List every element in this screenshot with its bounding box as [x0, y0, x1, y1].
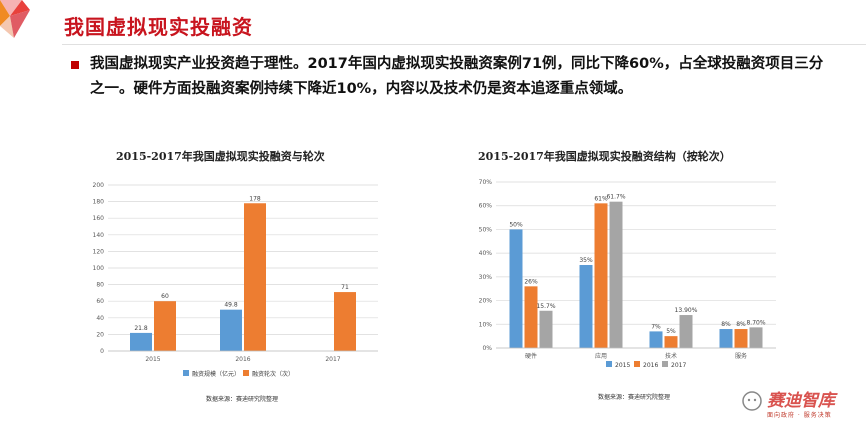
chart2-data-label: 7% [651, 323, 661, 330]
summary-bullet: 我国虚拟现实产业投资趋于理性。2017年国内虚拟现实投融资案例71例，同比下降6… [90, 56, 824, 97]
chart2-bar [609, 201, 623, 348]
chart2-bar [649, 331, 663, 348]
chart2-bar [749, 327, 763, 348]
chart2-data-label: 26% [524, 278, 538, 285]
chart2-bar [524, 286, 538, 348]
chart2-data-label: 61.7% [606, 194, 625, 201]
page-title: 我国虚拟现实投融资 [64, 15, 253, 39]
chart2-legend-label: 2017 [671, 362, 686, 369]
chart2-legend-swatch [634, 361, 640, 367]
chart2-legend-label: 2015 [615, 362, 630, 369]
chart2-xtick: 技术 [665, 352, 677, 360]
chart2-data-label: 13.90% [675, 307, 698, 314]
chart2-ytick: 30% [479, 274, 493, 281]
chart1-data-label: 49.8 [224, 302, 238, 309]
chart1-ytick: 0 [100, 348, 104, 355]
chart2-bar [594, 203, 608, 348]
chart2-plot: 0% 10% 20% 30% 40% 50% 60% 70% 硬件 50% 26% 15.7% 应用 35… [479, 179, 776, 369]
chart2-data-label: 8% [721, 321, 731, 328]
watermark-subtext: 面向政府 · 服务决策 [767, 412, 832, 419]
chart2-ytick: 70% [479, 179, 493, 186]
watermark-badge [742, 383, 866, 426]
chart2-ytick: 60% [479, 203, 493, 210]
chart1-ytick: 200 [93, 182, 105, 189]
chart2-ytick: 50% [479, 226, 493, 233]
chart1-ytick: 180 [93, 199, 105, 206]
chart2-data-label: 61% [594, 195, 608, 202]
chart2-data-label: 8% [736, 321, 746, 328]
chart1-ytick: 120 [93, 248, 105, 255]
chart2-bar [734, 329, 748, 348]
wechat-icon [742, 391, 762, 411]
chart1-ytick: 160 [93, 215, 105, 222]
chart1-title: 2015-2017年我国虚拟现实投融资与轮次 [116, 150, 325, 163]
chart1-data-label: 60 [161, 293, 169, 300]
chart1-bar [154, 301, 176, 351]
chart2-xtick: 服务 [735, 352, 747, 360]
chart1-bar [220, 309, 242, 351]
chart2-bar [719, 329, 733, 348]
chart1-bar [130, 332, 152, 351]
chart2-bar [509, 229, 523, 348]
chart1-xtick: 2016 [235, 356, 250, 363]
chart2-ytick: 20% [479, 298, 493, 305]
watermark-text: 赛迪智库 [767, 391, 835, 411]
chart2-data-label: 50% [509, 221, 523, 228]
chart1-plot: 0 20 40 60 80 100 120 140 160 180 200 2015 21.8 60 201… [93, 182, 378, 378]
chart2-legend-label: 2016 [643, 362, 658, 369]
chart2-bar [539, 310, 553, 348]
chart1-legend-swatch [243, 370, 249, 376]
chart1-data-label: 21.8 [134, 325, 148, 332]
chart1-ytick: 100 [93, 265, 105, 272]
chart2-source: 数据来源：赛迪研究院整理 [598, 394, 671, 401]
chart2-data-label: 8.70% [746, 319, 765, 326]
chart2-legend-swatch [606, 361, 612, 367]
chart2-ytick: 10% [479, 321, 493, 328]
chart1-legend-swatch [183, 370, 189, 376]
chart1-ytick: 20 [96, 331, 104, 338]
chart2-title: 2015-2017年我国虚拟现实投融资结构（按轮次） [478, 150, 731, 163]
chart2-bar [679, 315, 693, 348]
chart2-data-label: 15.7% [536, 303, 555, 310]
chart1-bar [334, 292, 356, 351]
title-divider [62, 44, 866, 45]
chart1-ytick: 140 [93, 232, 105, 239]
chart1-legend-label: 融资轮次（次） [252, 370, 294, 378]
chart1-legend-label: 融资规模（亿元） [192, 370, 240, 378]
chart1-bar [244, 203, 266, 351]
chart1-data-label: 71 [341, 284, 349, 291]
chart2-ytick: 0% [482, 345, 492, 352]
chart2-bar [579, 265, 593, 348]
chart2-xtick: 应用 [595, 352, 607, 360]
chart1-ytick: 80 [96, 282, 104, 289]
chart1-ytick: 40 [96, 315, 104, 322]
chart2-data-label: 5% [666, 328, 676, 335]
chart2-data-label: 35% [579, 257, 593, 264]
chart2-legend-swatch [662, 361, 668, 367]
chart2-bar [664, 336, 678, 348]
chart1-xtick: 2015 [145, 356, 160, 363]
chart1-xtick: 2017 [325, 356, 340, 363]
chart1-data-label: 178 [249, 195, 261, 202]
chart1-ytick: 60 [96, 298, 104, 305]
chart2-ytick: 40% [479, 250, 493, 257]
chart2-xtick: 硬件 [525, 352, 537, 360]
chart1-source: 数据来源：赛迪研究院整理 [206, 396, 279, 403]
bullet-marker [71, 61, 79, 69]
brand-corner-logo [0, 0, 30, 38]
